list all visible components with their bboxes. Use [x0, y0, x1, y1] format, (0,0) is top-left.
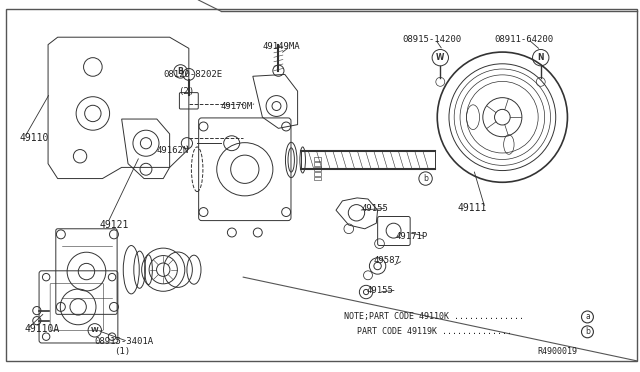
Text: (1): (1) [114, 347, 130, 356]
Text: 49110A: 49110A [24, 324, 60, 334]
Text: 08915-3401A: 08915-3401A [95, 337, 154, 346]
Text: 49149MA: 49149MA [262, 42, 300, 51]
Text: 49121: 49121 [99, 220, 129, 230]
Text: 08911-64200: 08911-64200 [495, 35, 554, 44]
Text: 49170M: 49170M [221, 102, 253, 110]
Text: 49587: 49587 [373, 256, 400, 265]
Text: 08915-14200: 08915-14200 [402, 35, 461, 44]
Bar [314, 172, 321, 176]
Text: N: N [538, 53, 544, 62]
Bar [314, 177, 321, 180]
Text: R4900019: R4900019 [538, 347, 577, 356]
Bar [314, 167, 321, 171]
Text: b: b [423, 174, 428, 183]
Bar [314, 162, 321, 166]
Text: 49110: 49110 [19, 133, 49, 142]
Text: W: W [91, 327, 99, 333]
Text: 49162N: 49162N [157, 146, 189, 155]
Text: 08120-8202E: 08120-8202E [163, 70, 222, 79]
Text: 49155: 49155 [367, 286, 394, 295]
Text: B: B [178, 67, 184, 76]
Text: 49171P: 49171P [396, 232, 428, 241]
Text: a: a [585, 312, 590, 321]
Text: PART CODE 49119K ..............: PART CODE 49119K .............. [357, 327, 512, 336]
Text: b: b [585, 327, 590, 336]
Text: 49111: 49111 [458, 203, 487, 213]
Text: NOTE;PART CODE 49110K ..............: NOTE;PART CODE 49110K .............. [344, 312, 524, 321]
Text: (2): (2) [178, 87, 194, 96]
Text: W: W [436, 53, 444, 62]
Text: 49155: 49155 [362, 204, 388, 213]
Bar [314, 157, 321, 161]
